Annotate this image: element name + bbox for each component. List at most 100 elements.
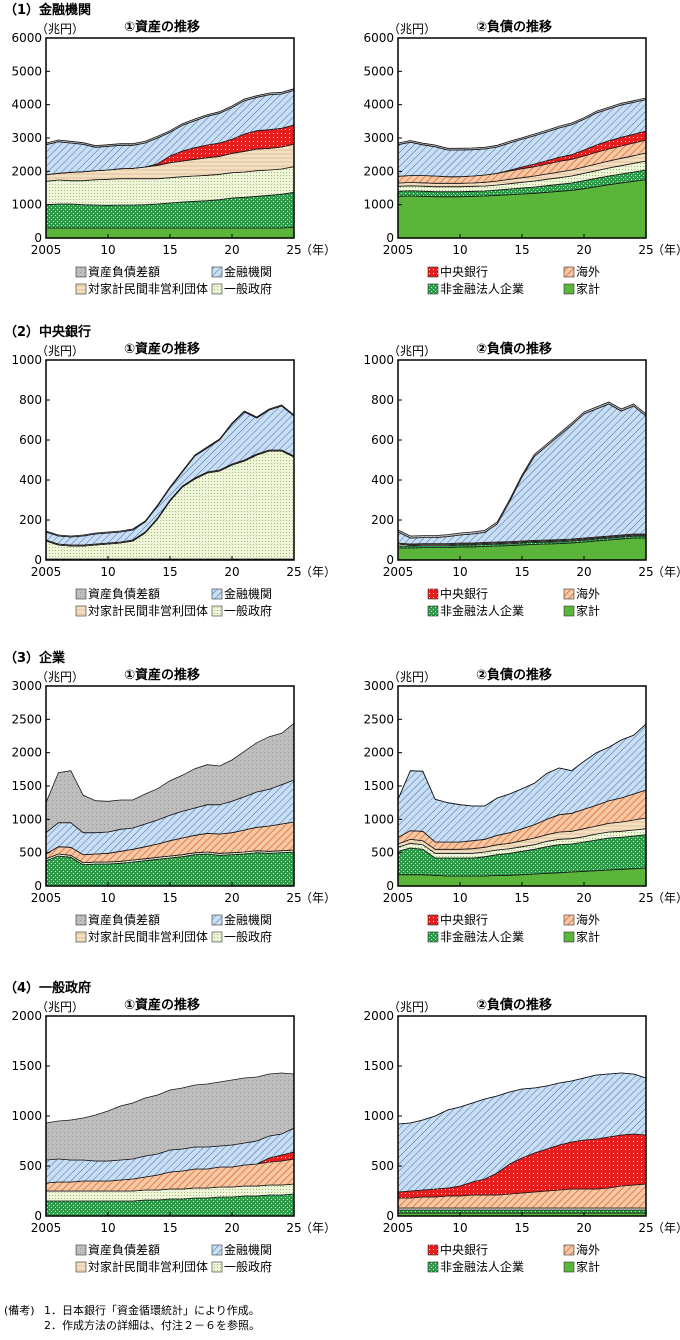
legend-label: 家計 [576, 1259, 600, 1274]
x-tick-label: 2005 [383, 1221, 414, 1235]
x-tick-label: 20 [224, 1221, 239, 1235]
chart-title: ②負債の推移 [476, 667, 552, 683]
x-tick-label: 25 [286, 565, 301, 579]
x-tick-label: 25 [638, 1221, 653, 1235]
y-tick-label: 1000 [11, 353, 42, 367]
legend-swatch-overseas [563, 914, 575, 926]
legend-label: 金融機関 [224, 264, 272, 279]
legend-swatch-cb [427, 588, 439, 600]
legend-label: 家計 [576, 929, 600, 944]
legend-label: 中央銀行 [440, 912, 488, 927]
y-tick-label: 2000 [11, 1009, 42, 1023]
legend-swatch-government [211, 931, 223, 943]
x-tick-label: 10 [100, 243, 115, 257]
section-title: （2）中央銀行 [4, 324, 91, 340]
y-tick-label: 500 [19, 1159, 42, 1173]
unit-label: （兆円） [388, 22, 436, 36]
legend-label: 中央銀行 [440, 1242, 488, 1257]
x-tick-label: 10 [100, 565, 115, 579]
x-tick-label: 15 [162, 243, 177, 257]
legend-label: 非金融法人企業 [440, 603, 524, 618]
y-tick-label: 2000 [11, 164, 42, 178]
y-tick-label: 500 [19, 846, 42, 860]
x-tick-label: 10 [452, 243, 467, 257]
area-financial [397, 403, 647, 545]
x-tick-label: 20 [224, 243, 239, 257]
legend-label: 海外 [576, 1242, 600, 1257]
legend-swatch-gap [75, 266, 87, 278]
x-tick-label: 10 [452, 565, 467, 579]
y-tick-label: 6000 [363, 31, 394, 45]
x-tick-label: 25 [286, 891, 301, 905]
chart-title: ①資産の推移 [124, 341, 200, 357]
legend-label: 資産負債差額 [88, 264, 160, 279]
y-tick-label: 600 [371, 433, 394, 447]
x-tick-label: 10 [452, 1221, 467, 1235]
legend-label: 対家計民間非営利団体 [88, 1259, 208, 1274]
y-tick-label: 2000 [363, 1009, 394, 1023]
asset-chart: （兆円） ①資産の推移 0 1000 2000 3000 4000 5000 6000 2005 1… [11, 19, 336, 296]
x-tick-label: 25 [286, 1221, 301, 1235]
legend-swatch-cb [427, 914, 439, 926]
x-tick-label: 2005 [31, 565, 62, 579]
unit-label: （兆円） [36, 670, 84, 684]
legend-label: 中央銀行 [440, 586, 488, 601]
y-tick-label: 800 [19, 393, 42, 407]
legend-swatch-households_np [75, 283, 87, 295]
y-tick-label: 0 [34, 553, 42, 567]
y-tick-label: 1000 [363, 812, 394, 826]
x-tick-label: 15 [162, 1221, 177, 1235]
legend-label: 家計 [576, 603, 600, 618]
y-tick-label: 5000 [363, 64, 394, 78]
legend-label: 対家計民間非営利団体 [88, 281, 208, 296]
x-tick-label: 20 [576, 891, 591, 905]
legend-swatch-cb [427, 1244, 439, 1256]
x-tick-label: 10 [100, 1221, 115, 1235]
legend-swatch-financial [211, 588, 223, 600]
section-title: （1）金融機関 [4, 2, 91, 18]
legend-swatch-corporates [427, 283, 439, 295]
note-1: 1．日本銀行「資金循環統計」により作成。 [44, 1304, 260, 1317]
legend-label: 金融機関 [224, 1242, 272, 1257]
y-tick-label: 1000 [363, 353, 394, 367]
legend-swatch-financial [211, 266, 223, 278]
unit-label: （兆円） [36, 1000, 84, 1014]
liability-chart: （兆円） ②負債の推移 0 200 400 600 800 1000 2005 10 15 20 25（… [363, 341, 680, 618]
unit-label: （兆円） [388, 670, 436, 684]
x-tick-label: 2005 [383, 243, 414, 257]
unit-label: （兆円） [36, 22, 84, 36]
liability-chart: （兆円） ②負債の推移 0 500 1000 1500 2000 2005 10 15 20 25（年… [363, 997, 680, 1274]
liability-chart: （兆円） ②負債の推移 0 500 1000 1500 2000 2500 3000 2005 10… [363, 667, 680, 944]
legend-label: 一般政府 [224, 281, 272, 296]
x-tick-label: 20 [576, 565, 591, 579]
y-tick-label: 1500 [11, 1059, 42, 1073]
chart-title: ①資産の推移 [124, 997, 200, 1013]
y-tick-label: 6000 [11, 31, 42, 45]
legend-label: 非金融法人企業 [440, 1259, 524, 1274]
y-tick-label: 1500 [363, 779, 394, 793]
legend-swatch-gap [75, 914, 87, 926]
chart-title: ②負債の推移 [476, 341, 552, 357]
chart-title: ②負債の推移 [476, 19, 552, 35]
legend-swatch-households [563, 1261, 575, 1273]
y-tick-label: 4000 [11, 98, 42, 112]
notes: (備考) 1．日本銀行「資金循環統計」により作成。 2．作成方法の詳細は、付注２… [4, 1303, 260, 1333]
y-tick-label: 600 [19, 433, 42, 447]
y-tick-label: 0 [386, 553, 394, 567]
legend-label: 中央銀行 [440, 264, 488, 279]
x-tick-label: 20 [576, 243, 591, 257]
legend-swatch-overseas [563, 588, 575, 600]
legend-swatch-overseas [563, 1244, 575, 1256]
section-4: （4）一般政府 （兆円） ①資産の推移 0 500 1000 1500 2000 2005 10 1… [4, 980, 680, 1274]
y-tick-label: 800 [371, 393, 394, 407]
legend-swatch-corporates [427, 931, 439, 943]
legend-label: 家計 [576, 281, 600, 296]
legend-swatch-households [563, 931, 575, 943]
section-1: （1）金融機関 （兆円） ①資産の推移 0 1000 2000 3000 4000 5000 60… [4, 2, 680, 296]
x-unit-label: （年） [300, 565, 336, 579]
legend-label: 海外 [576, 586, 600, 601]
